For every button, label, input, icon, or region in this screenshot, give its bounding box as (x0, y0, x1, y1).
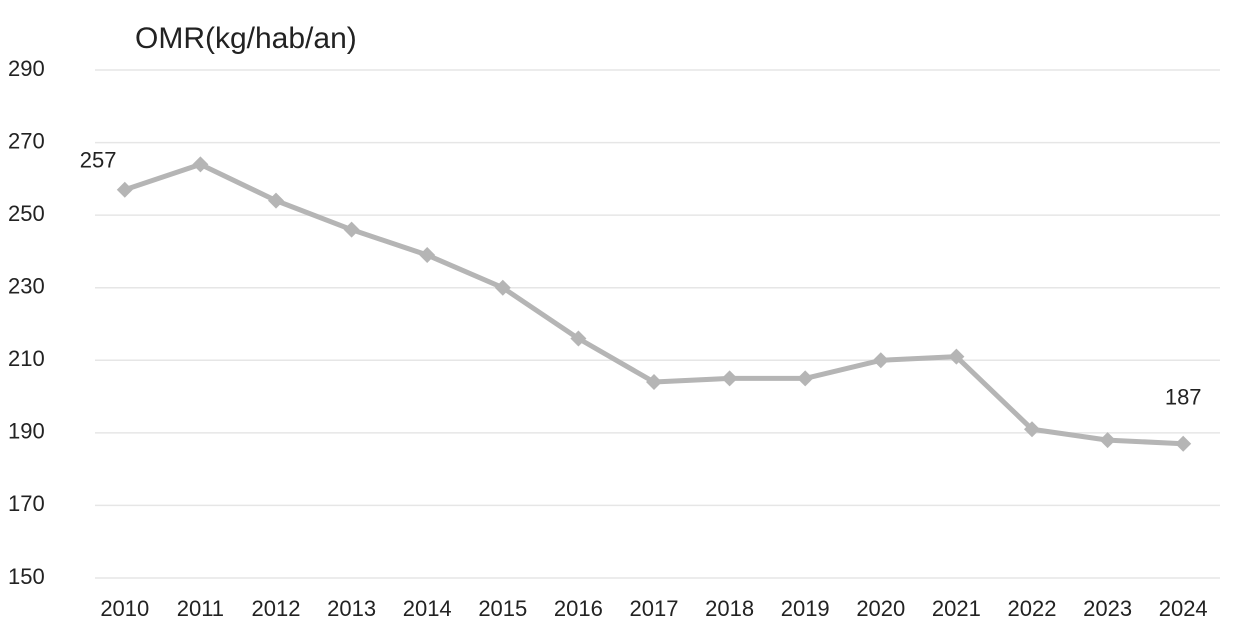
point-marker (1024, 421, 1040, 438)
point-marker (721, 370, 738, 387)
data-line (124, 161, 1184, 447)
x-tick-label: 2014 (403, 596, 452, 621)
point-marker (192, 156, 209, 173)
y-tick-label: 250 (8, 201, 45, 226)
point-marker (872, 352, 889, 369)
point-marker (268, 192, 284, 209)
point-marker (419, 247, 436, 264)
data-label: 257 (80, 148, 117, 173)
x-tick-label: 2016 (554, 596, 603, 621)
y-tick-label: 210 (8, 346, 45, 371)
data-label: 187 (1165, 385, 1202, 410)
x-tick-label: 2017 (630, 596, 679, 621)
y-tick-label: 190 (8, 419, 45, 444)
x-tick-label: 2015 (478, 596, 527, 621)
point-marker (797, 370, 814, 387)
y-tick-label: 290 (8, 56, 45, 81)
x-tick-label: 2024 (1159, 596, 1208, 621)
point-marker (494, 279, 511, 296)
x-tick-label: 2022 (1008, 596, 1057, 621)
point-marker (646, 374, 662, 391)
y-tick-label: 150 (8, 564, 45, 589)
x-tick-label: 2011 (177, 596, 224, 621)
point-marker (1175, 435, 1192, 452)
y-tick-label: 230 (8, 274, 45, 299)
chart-title: OMR(kg/hab/an) (135, 22, 357, 55)
x-tick-label: 2012 (252, 596, 301, 621)
point-marker (948, 348, 965, 365)
y-tick-label: 170 (8, 491, 45, 516)
point-marker (1099, 432, 1116, 449)
x-tick-label: 2019 (781, 596, 830, 621)
x-tick-label: 2023 (1083, 596, 1132, 621)
x-tick-label: 2021 (932, 596, 981, 621)
point-marker (343, 221, 360, 238)
x-tick-label: 2010 (100, 596, 149, 621)
x-tick-label: 2018 (705, 596, 754, 621)
y-tick-label: 270 (8, 128, 45, 153)
point-marker (116, 181, 133, 198)
point-marker (570, 330, 587, 347)
x-tick-label: 2020 (856, 596, 905, 621)
x-tick-label: 2013 (327, 596, 376, 621)
